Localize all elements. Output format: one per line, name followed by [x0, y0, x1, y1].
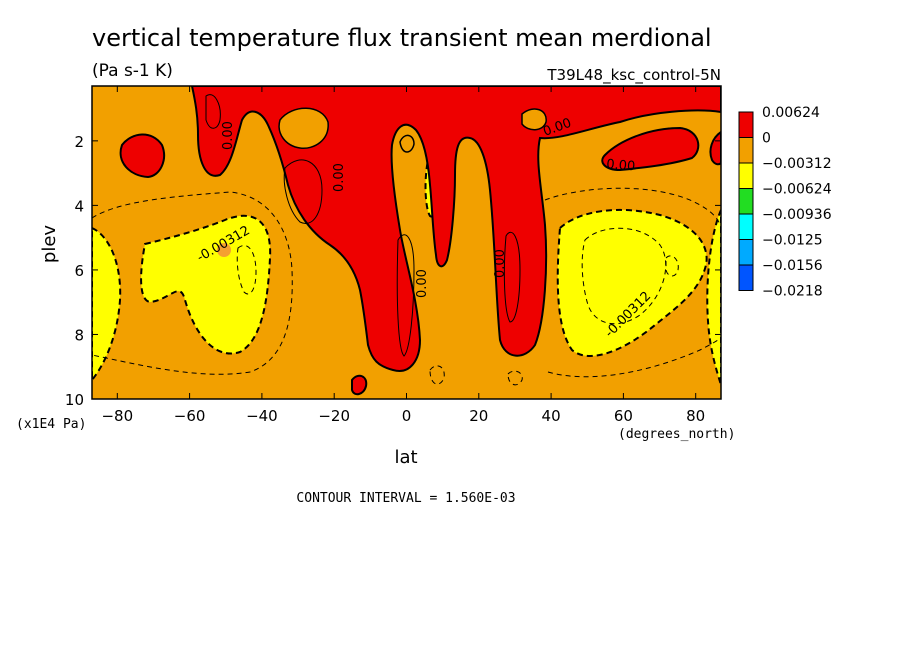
colorbar: 0.00624 0 −0.00312 −0.00624 −0.00936 −0.0125 −… [738, 105, 832, 300]
contour-label-3: 0.00 [415, 269, 430, 298]
colorbar-label-5: −0.0125 [762, 233, 823, 249]
contour-dashed-1 [92, 191, 293, 375]
positive-region-nh-upper [601, 126, 700, 172]
orange-hole-2 [399, 134, 415, 153]
y-tick-label-3: 8 [74, 326, 84, 344]
negative-region-nh [556, 208, 708, 357]
colorbar-swatch-4 [738, 213, 754, 240]
x-tick-label-7: 60 [614, 407, 633, 425]
positive-region-sh-small [119, 133, 166, 179]
x-tick-label-5: 20 [469, 407, 488, 425]
x-tick-label-1: −60 [174, 407, 206, 425]
y-axis-label: plev [39, 225, 60, 264]
colorbar-label-4: −0.00936 [762, 207, 832, 223]
x-tick-label-0: −80 [101, 407, 133, 425]
colorbar-swatch-2 [738, 162, 754, 189]
chart-units: (Pa s-1 K) [92, 61, 173, 81]
colorbar-swatch-3 [738, 188, 754, 215]
contour-dashed-2 [236, 245, 257, 295]
contour-solid-4 [205, 94, 221, 129]
negative-region-east-edge [706, 209, 721, 386]
colorbar-swatch-1 [738, 137, 754, 164]
contour-dashed-8 [507, 370, 523, 386]
contour-lines-dashed [92, 187, 721, 386]
contour-dashed-3 [544, 187, 721, 231]
colorbar-label-6: −0.0156 [762, 258, 823, 274]
x-tick-label-2: −40 [246, 407, 278, 425]
contour-lines-solid [205, 94, 521, 357]
y-tick-label-0: 2 [74, 133, 84, 151]
positive-region-bottom-spot [351, 374, 368, 396]
contour-label-4: 0.00 [493, 249, 508, 278]
colorbar-swatch-0 [738, 111, 754, 138]
contour-dashed-4 [547, 337, 721, 378]
contour-solid-2 [396, 234, 415, 357]
run-label: T39L48_ksc_control-5N [546, 66, 721, 85]
contour-dashed-6 [665, 255, 679, 277]
positive-region-east-edge [709, 130, 721, 166]
y-axis: 2 4 6 8 10 [65, 133, 721, 409]
colorbar-label-2: −0.00312 [762, 156, 832, 172]
contour-dashed-7 [429, 365, 445, 385]
x-axis-units: (degrees_north) [618, 427, 735, 442]
y-axis-units: (x1E4 Pa) [16, 417, 86, 432]
orange-hole-3 [521, 108, 547, 131]
y-tick-label-4: 10 [65, 391, 84, 409]
contour-label-6: 0.00 [606, 157, 636, 174]
y-tick-label-1: 4 [74, 197, 84, 215]
contour-solid-3 [503, 231, 521, 323]
chart-title: vertical temperature flux transient mean… [92, 24, 712, 52]
contour-label-2: 0.00 [332, 163, 347, 192]
colorbar-label-1: 0 [762, 131, 771, 147]
x-tick-label-3: −20 [318, 407, 350, 425]
colorbar-swatch-5 [738, 239, 754, 266]
contour-label-1: 0.00 [221, 121, 236, 150]
orange-holes [278, 107, 547, 153]
colorbar-swatch-6 [738, 264, 754, 291]
x-tick-label-6: 40 [542, 407, 561, 425]
contour-solid-1 [283, 159, 323, 224]
orange-hole-1 [278, 107, 329, 149]
x-axis-label: lat [394, 447, 417, 468]
positive-region-top-band [190, 86, 721, 372]
y-tick-label-2: 6 [74, 262, 84, 280]
colorbar-label-7: −0.0218 [762, 284, 823, 300]
negative-region-west-edge [92, 226, 122, 382]
colorbar-label-0: 0.00624 [762, 105, 820, 121]
orange-marker [217, 243, 231, 257]
x-tick-label-8: 80 [686, 407, 705, 425]
colorbar-label-3: −0.00624 [762, 182, 832, 198]
x-axis: −80 −60 −40 −20 0 20 40 60 80 [101, 86, 705, 425]
positive-regions [119, 86, 721, 396]
contour-interval: CONTOUR INTERVAL = 1.560E-03 [296, 491, 515, 506]
plot-area: 0.00 0.00 0.00 0.00 0.00 0.00 -0.00312 -… [92, 86, 721, 399]
x-tick-label-4: 0 [402, 407, 412, 425]
